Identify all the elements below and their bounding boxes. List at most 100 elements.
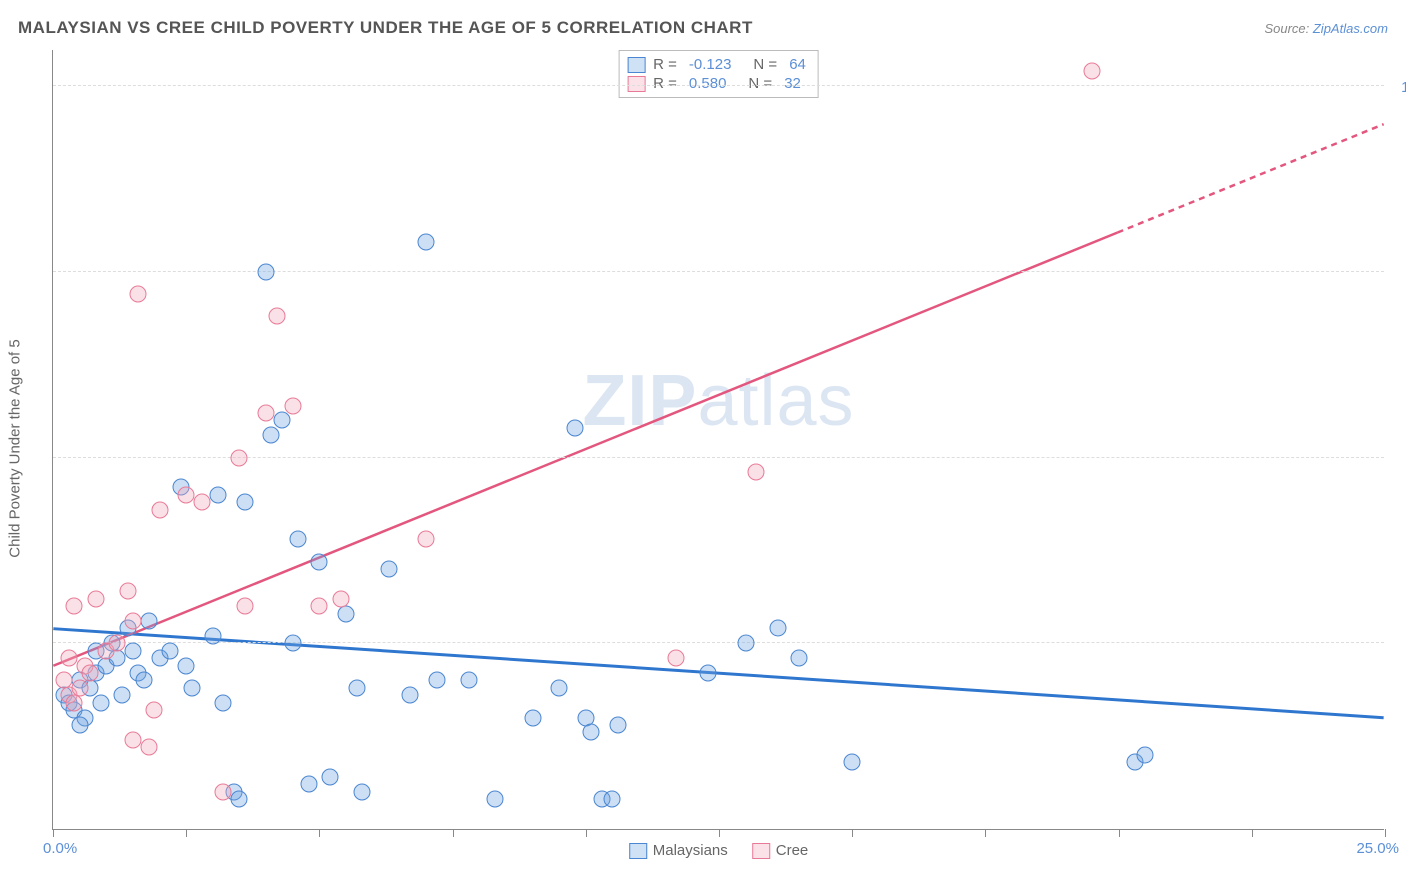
data-point [290, 531, 307, 548]
legend-swatch [752, 843, 770, 859]
x-tick [586, 829, 587, 837]
stats-legend: R =-0.123N =64R =0.580N =32 [618, 50, 819, 98]
data-point [428, 672, 445, 689]
data-point [1137, 746, 1154, 763]
data-point [82, 665, 99, 682]
data-point [236, 494, 253, 511]
data-point [460, 672, 477, 689]
x-tick [319, 829, 320, 837]
data-point [60, 650, 77, 667]
y-axis-label: Child Poverty Under the Age of 5 [7, 339, 24, 557]
legend-swatch [627, 57, 645, 73]
data-point [274, 412, 291, 429]
source-attribution: Source: ZipAtlas.com [1264, 21, 1388, 36]
legend-item: Malaysians [629, 842, 728, 859]
data-point [231, 449, 248, 466]
data-point [124, 642, 141, 659]
data-point [668, 650, 685, 667]
data-point [71, 717, 88, 734]
data-point [417, 234, 434, 251]
legend-swatch [629, 843, 647, 859]
data-point [151, 501, 168, 518]
data-point [604, 791, 621, 808]
legend-swatch [627, 76, 645, 92]
data-point [146, 702, 163, 719]
stats-row: R =0.580N =32 [627, 74, 810, 93]
data-point [178, 657, 195, 674]
data-point [737, 635, 754, 652]
gridline [53, 85, 1384, 86]
data-point [258, 263, 275, 280]
gridline [53, 457, 1384, 458]
data-point [1083, 63, 1100, 80]
data-point [769, 620, 786, 637]
data-point [130, 286, 147, 303]
data-point [263, 427, 280, 444]
x-tick [852, 829, 853, 837]
data-point [71, 679, 88, 696]
data-point [215, 694, 232, 711]
y-tick-label: 100.0% [1392, 79, 1406, 96]
data-point [215, 783, 232, 800]
data-point [311, 598, 328, 615]
data-point [401, 687, 418, 704]
x-axis-end: 25.0% [1356, 840, 1399, 857]
data-point [204, 627, 221, 644]
data-point [348, 679, 365, 696]
data-point [700, 665, 717, 682]
data-point [124, 613, 141, 630]
x-tick [53, 829, 54, 837]
data-point [66, 598, 83, 615]
data-point [844, 754, 861, 771]
data-point [609, 717, 626, 734]
data-point [567, 419, 584, 436]
data-point [108, 635, 125, 652]
data-point [790, 650, 807, 667]
data-point [417, 531, 434, 548]
data-point [183, 679, 200, 696]
data-point [354, 783, 371, 800]
data-point [178, 486, 195, 503]
y-tick-label: 25.0% [1392, 636, 1406, 653]
data-point [268, 308, 285, 325]
data-point [124, 731, 141, 748]
x-axis-origin: 0.0% [43, 840, 77, 857]
gridline [53, 271, 1384, 272]
legend-item: Cree [752, 842, 809, 859]
data-point [119, 583, 136, 600]
data-point [583, 724, 600, 741]
y-tick-label: 75.0% [1392, 265, 1406, 282]
data-point [524, 709, 541, 726]
data-point [135, 672, 152, 689]
x-tick [985, 829, 986, 837]
data-point [311, 553, 328, 570]
x-tick [1252, 829, 1253, 837]
data-point [487, 791, 504, 808]
data-point [236, 598, 253, 615]
data-point [748, 464, 765, 481]
trend-lines [53, 50, 1384, 829]
x-tick [186, 829, 187, 837]
data-point [140, 613, 157, 630]
x-tick [453, 829, 454, 837]
scatter-chart: Child Poverty Under the Age of 5 ZIPatla… [52, 50, 1384, 830]
data-point [322, 769, 339, 786]
x-tick [1119, 829, 1120, 837]
data-point [87, 590, 104, 607]
data-point [300, 776, 317, 793]
data-point [114, 687, 131, 704]
stats-row: R =-0.123N =64 [627, 55, 810, 74]
data-point [210, 486, 227, 503]
source-link[interactable]: ZipAtlas.com [1313, 21, 1388, 36]
data-point [194, 494, 211, 511]
data-point [284, 397, 301, 414]
data-point [338, 605, 355, 622]
data-point [551, 679, 568, 696]
x-tick [719, 829, 720, 837]
series-legend: Malaysians Cree [629, 842, 809, 859]
data-point [332, 590, 349, 607]
data-point [231, 791, 248, 808]
data-point [66, 694, 83, 711]
y-tick-label: 50.0% [1392, 451, 1406, 468]
data-point [92, 694, 109, 711]
